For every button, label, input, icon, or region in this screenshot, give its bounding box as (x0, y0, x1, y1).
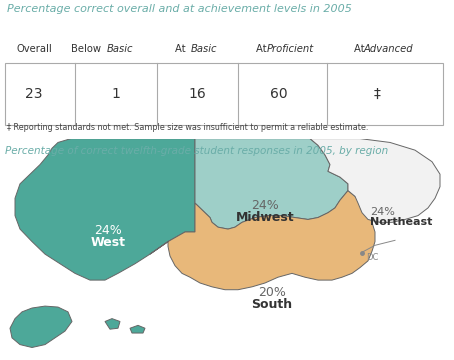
Text: Northeast: Northeast (370, 217, 432, 228)
Text: 24%: 24% (251, 199, 279, 212)
Text: Below: Below (71, 44, 104, 54)
Text: 1: 1 (111, 87, 120, 101)
Text: 60: 60 (271, 87, 288, 101)
Text: 20%: 20% (258, 286, 286, 299)
Text: 24%: 24% (94, 224, 122, 237)
Text: DC: DC (366, 253, 378, 262)
Polygon shape (195, 139, 348, 229)
Text: At: At (257, 44, 270, 54)
Text: Midwest: Midwest (236, 211, 294, 224)
Text: ‡ Reporting standards not met. Sample size was insufficient to permit a reliable: ‡ Reporting standards not met. Sample si… (7, 123, 368, 132)
Text: Basic: Basic (107, 44, 133, 54)
Polygon shape (15, 139, 195, 280)
Polygon shape (310, 139, 440, 222)
Text: West: West (90, 236, 125, 249)
Polygon shape (10, 306, 72, 347)
Polygon shape (130, 325, 145, 333)
Text: Advanced: Advanced (363, 44, 413, 54)
Text: 24%: 24% (370, 207, 395, 217)
Text: South: South (252, 298, 292, 311)
Text: Percentage correct overall and at achievement levels in 2005: Percentage correct overall and at achiev… (7, 4, 352, 14)
Text: Proficient: Proficient (267, 44, 314, 54)
Text: 23: 23 (25, 87, 43, 101)
Bar (5, 63, 443, 125)
Text: Basic: Basic (191, 44, 217, 54)
Text: 16: 16 (188, 87, 207, 101)
Polygon shape (105, 319, 120, 329)
Text: At: At (354, 44, 368, 54)
Polygon shape (150, 190, 375, 290)
Text: At: At (175, 44, 188, 54)
Text: Overall: Overall (16, 44, 52, 54)
Text: ‡: ‡ (373, 87, 380, 101)
Text: Percentage of correct twelfth-grade student responses in 2005, by region: Percentage of correct twelfth-grade stud… (5, 145, 388, 156)
